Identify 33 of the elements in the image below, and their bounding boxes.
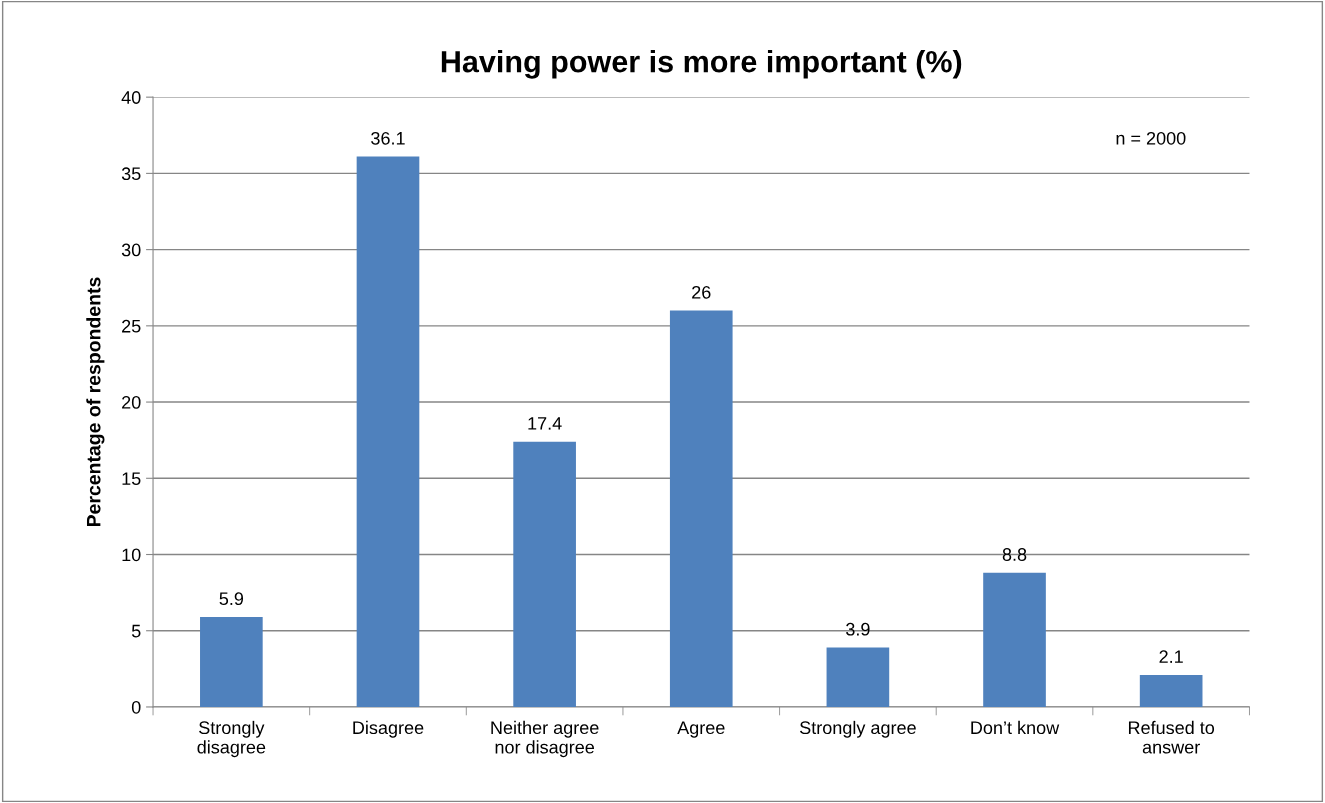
x-tick-label: Refused to answer [1128, 720, 1215, 754]
chart-title: Having power is more important (%) [441, 50, 962, 79]
y-tick-label: 25 [122, 319, 141, 333]
annotation: n = 2000 [1116, 131, 1186, 145]
y-tick-label: 35 [121, 167, 141, 181]
data-label: 3.9 [846, 622, 870, 636]
bar [669, 310, 733, 707]
bar [200, 617, 263, 707]
x-tick-label: Neither agree nor disagree [491, 720, 599, 758]
x-tick-label: Don’t know [971, 720, 1060, 735]
y-tick-label: 40 [121, 91, 141, 104]
y-tick-label: 0 [131, 700, 141, 714]
data-label: 5.9 [219, 592, 244, 606]
data-label: 26 [692, 285, 711, 299]
y-tick-label: 10 [122, 548, 141, 562]
x-tick-label: Disagree [353, 720, 424, 738]
x-tick-label: Strongly agree [800, 720, 916, 738]
bar [826, 647, 890, 707]
data-label: 2.1 [1159, 650, 1183, 663]
y-tick-label: 15 [122, 472, 141, 486]
data-label: 36.1 [371, 131, 405, 145]
x-tick-label: Strongly disagree [197, 720, 266, 758]
x-tick-label: Agree [677, 721, 725, 738]
bar [513, 441, 576, 707]
bar [983, 572, 1046, 707]
data-label: 17.4 [528, 417, 562, 430]
y-tick-label: 5 [131, 624, 141, 638]
y-tick-label: 20 [122, 396, 141, 409]
y-axis-title: Percentage of respondents [86, 277, 105, 527]
data-label: 8.8 [1002, 548, 1027, 561]
bar [1139, 674, 1203, 707]
bar [356, 156, 420, 707]
y-tick-label: 30 [121, 243, 141, 257]
